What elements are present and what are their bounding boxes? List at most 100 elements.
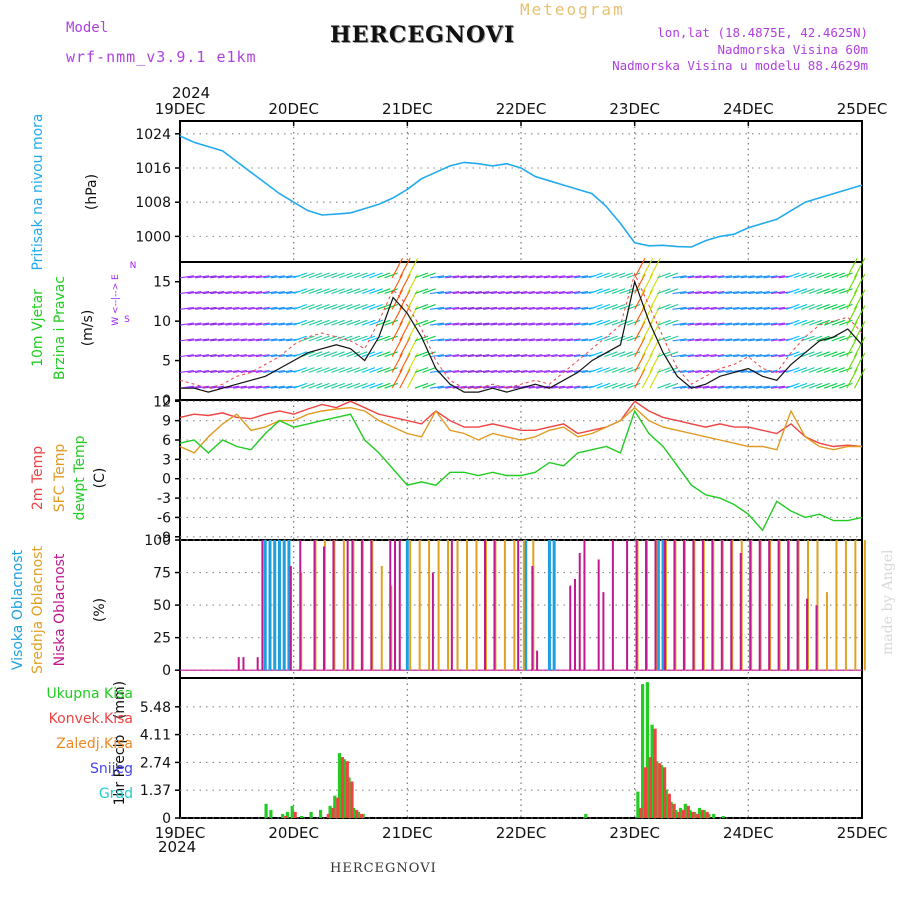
wind-barb [528,322,543,326]
wind-barb [680,291,695,295]
wind-barb [391,289,403,310]
wind-barb [853,368,866,389]
wind-barb [255,354,270,358]
wind-barb [293,319,307,326]
wind-barb [853,336,866,357]
wind-barb [225,385,240,389]
wind-barb [308,382,323,389]
total-rain-bar [697,807,702,818]
wind-barb [596,319,611,326]
wind-barb [232,291,247,295]
wind-barb [263,322,278,326]
date-label-bottom: 20DEC [268,824,319,842]
wind-barb [725,338,740,342]
wind-barb [687,306,702,310]
wind-barb [748,322,763,326]
wind-barb [839,367,853,373]
legend-hail: Grad [98,786,133,802]
wind-barb [452,275,467,279]
wind-barb [361,367,376,373]
wind-barb [445,306,460,310]
wind-barb [566,385,581,389]
wind-barb [816,351,830,358]
wind-barb [278,385,293,389]
wind-barb [187,354,202,358]
date-label-top: 24DEC [723,100,774,118]
wind-barb [498,291,513,295]
wind-barb [331,351,345,358]
wind-barb [202,354,217,358]
wind-speed-line [180,279,863,393]
wind-barb [717,338,732,342]
wind-barb [589,382,603,389]
wind-barb [323,303,338,310]
wind-barb [566,322,581,326]
legend-freezing-rain: Zaledj.Kisa [56,736,133,752]
wind-barb [573,385,588,389]
wind-barb [672,322,687,326]
convective-rain-bar [355,809,359,818]
panels-layer: 19DEC 19DEC 20DEC 20DEC 21DEC 21DEC 22DEC 22DEC… [10,100,887,842]
wind-barb [399,258,411,279]
wind-barb [846,273,858,294]
wind-barb [846,258,858,279]
wind-barb [755,322,770,326]
y-tick-label: 0 [162,811,171,827]
wind-barb [429,369,444,373]
wind-barb [338,351,353,358]
wind-barb [505,385,520,389]
y-tick-label: 5 [162,354,171,370]
wind-barb [225,338,240,342]
wind-barb [748,354,763,358]
wind-barb [376,272,391,279]
wind-barb [179,291,194,295]
total-rain-bar [333,795,337,818]
wind-barb [187,275,202,279]
convective-rain-bar [691,811,695,818]
wind-barb [414,335,429,342]
wind-barb [331,303,345,310]
wind-barb [217,275,232,279]
wind-barb [361,272,376,279]
wind-barb [422,319,436,326]
wind-barb [604,288,618,295]
wind-barb [248,385,263,389]
wind-barb [338,382,353,389]
wind-barb [763,354,778,358]
wind-barb [232,322,247,326]
wind-barb [195,275,210,279]
wind-barb [710,275,725,279]
wind-barb [695,338,710,342]
wind-barb [558,291,573,295]
wind-barb [346,303,361,310]
wind-barb [278,275,293,279]
wind-barb [225,306,240,310]
wind-barb [611,335,626,342]
y-tick-label: -9 [157,530,171,546]
wind-barb [361,288,376,295]
wind-barb [717,291,732,295]
wind-barb [490,291,505,295]
wind-barb [702,306,717,310]
wind-barb [573,369,588,373]
wind-barb [225,369,240,373]
wind-barb [710,306,725,310]
wind-barb [232,275,247,279]
wind-barb [323,367,338,373]
wind-barb [248,306,263,310]
wind-barb [748,385,763,389]
wind-barb [710,322,725,326]
wind-barb [763,275,778,279]
wind-barb [543,306,558,310]
wind-barb [634,368,646,389]
wind-barb [429,354,444,358]
wind-barb [589,351,603,358]
wind-barb [483,306,498,310]
wind-barb [543,354,558,358]
legend-total-rain: Ukupna Kisa [46,686,133,702]
wind-barb [202,385,217,389]
wind-barb [483,291,498,295]
wind-barb [301,319,315,326]
wind-barb [445,275,460,279]
wind-barb [664,382,679,389]
